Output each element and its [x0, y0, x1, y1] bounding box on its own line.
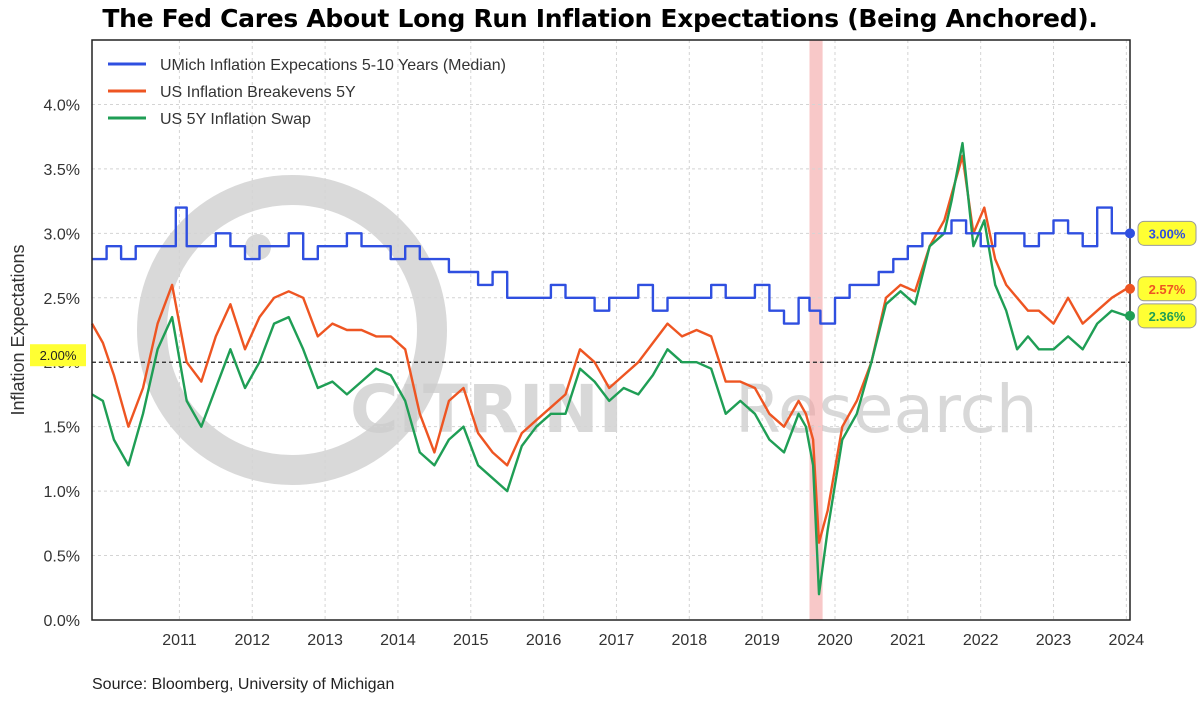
- legend-label: US 5Y Inflation Swap: [160, 111, 311, 128]
- end-tag-label: 3.00%: [1149, 226, 1186, 241]
- x-tick-label: 2012: [234, 632, 270, 649]
- end-tag-label: 2.36%: [1149, 309, 1186, 324]
- x-tick-label: 2016: [526, 632, 562, 649]
- x-tick-label: 2013: [307, 632, 343, 649]
- series-layer: [90, 141, 1128, 596]
- y-tick-label: 1.5%: [44, 420, 80, 437]
- watermark-ring: [137, 175, 447, 485]
- x-tick-label: 2022: [963, 632, 999, 649]
- y-tick-label: 0.0%: [44, 613, 80, 630]
- end-tag-box: [1137, 276, 1197, 302]
- series-breakevens-line: [90, 154, 1128, 544]
- end-marker: [1125, 283, 1135, 294]
- x-tick-label: 2018: [672, 632, 708, 649]
- reference-tag-label: 2.00%: [40, 348, 77, 363]
- x-tick-label: 2015: [453, 632, 489, 649]
- end-marker: [1125, 310, 1135, 321]
- x-tick-label: 2017: [599, 632, 635, 649]
- series-umich-line: [92, 206, 1127, 325]
- x-tick-label: 2019: [744, 632, 780, 649]
- y-tick-label: 1.0%: [44, 484, 80, 501]
- watermark-text-left: CITRINI: [350, 371, 623, 448]
- x-tick-label: 2024: [1109, 632, 1145, 649]
- y-tick-label: 4.0%: [44, 97, 80, 114]
- end-tag-box: [1137, 220, 1197, 246]
- y-tick-label: 3.0%: [44, 226, 80, 243]
- y-tick-label: 0.5%: [44, 549, 80, 566]
- x-tick-label: 2014: [380, 632, 416, 649]
- legend-label: US Inflation Breakevens 5Y: [160, 84, 356, 101]
- source-note: Source: Bloomberg, University of Michiga…: [92, 676, 395, 693]
- reference-tag-box: [30, 344, 86, 367]
- watermark-text-right: Research: [735, 371, 1038, 448]
- axes: 0.0%0.5%1.0%1.5%2.0%2.5%3.0%3.5%4.0%2011…: [8, 39, 1145, 649]
- chart-title: The Fed Cares About Long Run Inflation E…: [102, 4, 1098, 33]
- x-tick-label: 2023: [1036, 632, 1072, 649]
- legend-label: UMich Inflation Expecations 5-10 Years (…: [160, 57, 506, 74]
- end-tag-label: 2.57%: [1149, 282, 1186, 297]
- end-value-tags: 3.00% 2.57% 2.36% 2.00%: [30, 220, 1197, 367]
- end-marker: [1125, 228, 1135, 239]
- y-axis-label: Inflation Expectations: [8, 244, 28, 415]
- end-tag-box: [1137, 303, 1197, 329]
- series-swap-line: [91, 141, 1127, 596]
- plot-frame: [91, 39, 1131, 621]
- watermark-dot: [245, 234, 271, 260]
- x-tick-label: 2011: [162, 632, 197, 649]
- legend: UMich Inflation Expecations 5-10 Years (…: [108, 57, 506, 128]
- x-tick-label: 2021: [890, 632, 926, 649]
- y-tick-label: 3.5%: [44, 162, 80, 179]
- x-tick-label: 2020: [817, 632, 853, 649]
- watermark: CITRINI Research: [137, 175, 1038, 485]
- y-tick-label: 2.5%: [44, 291, 80, 308]
